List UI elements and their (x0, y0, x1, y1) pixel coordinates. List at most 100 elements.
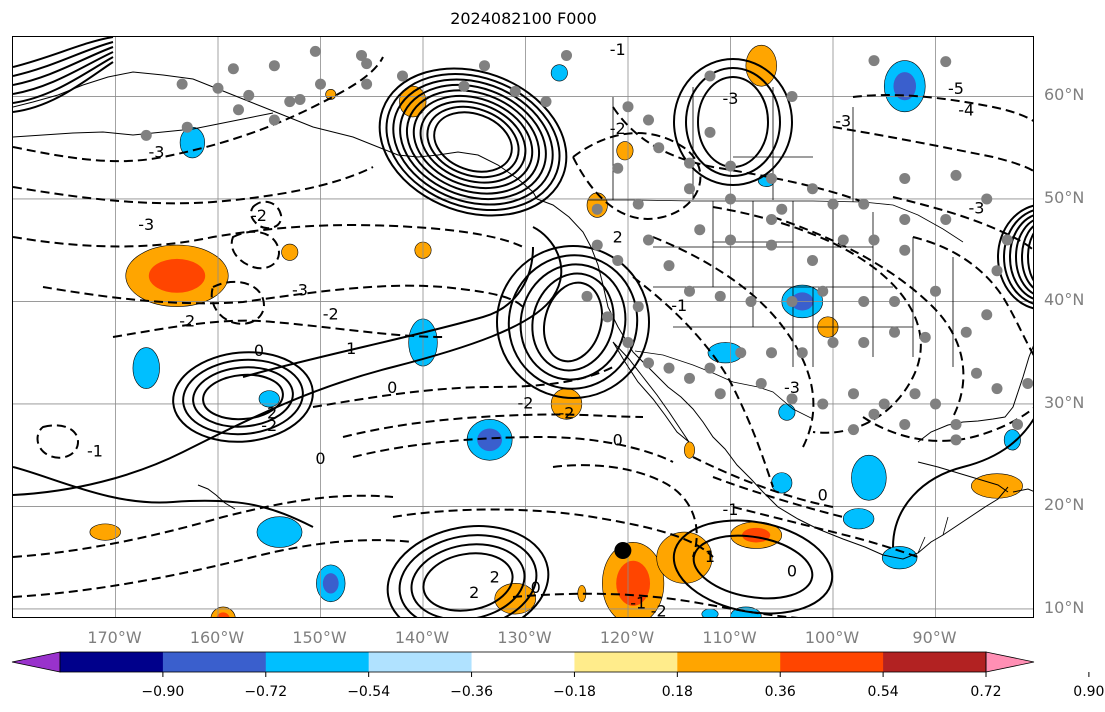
station-dot (694, 224, 706, 236)
contour-line (13, 41, 114, 77)
latitude-label: 10°N (1044, 597, 1085, 617)
station-dot (755, 377, 767, 389)
contour-line (13, 37, 114, 68)
station-dot (899, 418, 911, 430)
contour-line (652, 236, 815, 448)
longitude-label: 150°W (292, 628, 347, 647)
contour-line (852, 94, 1033, 122)
map-title: 2024082100 F000 (450, 9, 597, 28)
station-dot (181, 121, 193, 133)
longitude-label: 120°W (599, 628, 655, 647)
contour-line (692, 456, 834, 508)
station-layer (140, 45, 1033, 446)
contour-line (405, 89, 541, 195)
shaded-cell (771, 472, 793, 494)
station-dot (807, 183, 818, 195)
contour-label: -2 (559, 404, 575, 423)
contour-line (1027, 232, 1033, 282)
station-dot (848, 424, 859, 436)
colorbar-segment (677, 652, 781, 672)
station-dot (243, 89, 255, 101)
contour-line (410, 543, 526, 617)
station-dot (1001, 234, 1013, 246)
station-dot (663, 362, 675, 374)
contour-label: -1 (630, 593, 646, 612)
border-central-america (917, 516, 949, 554)
longitude-label: 130°W (497, 628, 552, 647)
graticule-layer (13, 37, 1033, 617)
contour-line (210, 280, 265, 325)
contour-line (13, 46, 114, 86)
contour-label: -3 (969, 199, 985, 218)
colorbar-segment (471, 652, 575, 672)
colorbar-tick-label: −0.18 (552, 684, 596, 700)
colorbar-segment (883, 652, 987, 672)
contour-label: 0 (254, 341, 264, 360)
contour-line (519, 263, 627, 381)
contour-label: 0 (315, 449, 325, 468)
station-dot (561, 49, 572, 61)
station-dot (745, 295, 757, 307)
colorbar-segment (780, 652, 884, 672)
contour-line (385, 72, 561, 212)
station-dot (950, 418, 962, 430)
station-dot (284, 96, 296, 108)
station-dot (684, 372, 695, 384)
contour-line (13, 539, 414, 598)
storm-marker-layer (614, 542, 632, 560)
station-dot (766, 239, 777, 251)
longitude-label: 140°W (394, 628, 450, 647)
station-dot (981, 193, 993, 205)
station-dot (591, 203, 603, 215)
shaded-cell (881, 546, 918, 570)
contour-label: -1 (87, 442, 103, 461)
shaded-cell (216, 612, 230, 617)
shaded-cell (971, 473, 1023, 499)
coastline-north-america (536, 198, 1009, 560)
shaded-cell (616, 560, 651, 606)
station-dot (1012, 418, 1023, 430)
station-dot (1022, 377, 1033, 389)
contour-label: -3 (784, 378, 800, 397)
station-dot (704, 362, 716, 374)
contour-label: -2 (518, 393, 534, 412)
contour-label: -2 (179, 311, 195, 330)
station-dot (294, 94, 306, 106)
contour-line (112, 319, 444, 338)
colorbar-tick-label: 0.18 (661, 684, 693, 700)
colorbar-tick-label: 0.72 (970, 684, 1002, 700)
contour-line (249, 200, 283, 230)
contour-line (1015, 219, 1033, 295)
station-dot (766, 172, 777, 184)
station-dot (725, 193, 736, 205)
coastline-gulf (917, 345, 1033, 443)
contour-label: 0 (613, 430, 623, 449)
station-dot (858, 295, 870, 307)
station-dot (653, 142, 665, 154)
station-dot (889, 326, 900, 338)
contour-line (378, 67, 568, 217)
contour-line (182, 358, 304, 436)
colorbar-tick-label: −0.36 (450, 684, 493, 700)
contour-line (862, 407, 1033, 442)
contour-line (13, 61, 114, 113)
border-us-states (653, 201, 954, 367)
colorbar-segment (265, 652, 370, 672)
station-dot (397, 70, 408, 82)
border-us-mexico (634, 350, 814, 420)
station-dot (786, 393, 798, 405)
contour-line (892, 418, 1033, 548)
shaded-cell (256, 516, 303, 548)
contour-label: -2 (610, 119, 626, 138)
contour-line (552, 464, 698, 558)
contour-label: -2 (651, 602, 667, 618)
contour-label: 0 (531, 578, 541, 597)
shaded-cell (281, 243, 299, 261)
colorbar-segment (574, 652, 678, 672)
contour-line (1021, 225, 1033, 289)
station-dot (540, 96, 552, 108)
station-dot (663, 260, 675, 272)
colorbar-outline (59, 651, 987, 673)
station-dot (899, 244, 911, 256)
contour-line (392, 508, 714, 558)
